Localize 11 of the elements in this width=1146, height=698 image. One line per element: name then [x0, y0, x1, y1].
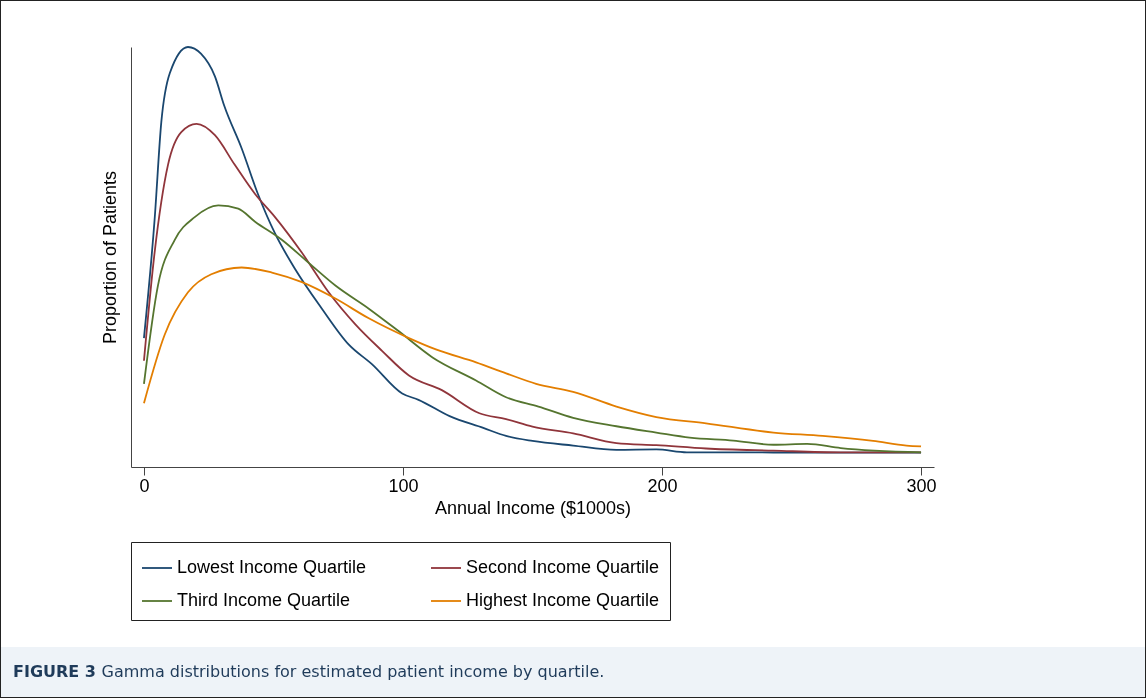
legend-label: Lowest Income Quartile: [177, 557, 367, 577]
x-axis-title: Annual Income ($1000s): [434, 497, 632, 518]
legend-label: Second Income Quartile: [466, 557, 660, 577]
x-tick-label: 200: [647, 475, 678, 496]
x-tick-label: 100: [388, 475, 419, 496]
x-tick-label: 300: [906, 475, 937, 496]
legend-label: Highest Income Quartile: [466, 590, 660, 610]
caption: FIGURE 3 Gamma distributions for estimated patient income by quartile.: [13, 662, 605, 681]
x-tick-label: 0: [139, 475, 150, 496]
legend-label: Third Income Quartile: [177, 590, 351, 610]
y-axis-title: Proportion of Patients: [99, 170, 120, 345]
